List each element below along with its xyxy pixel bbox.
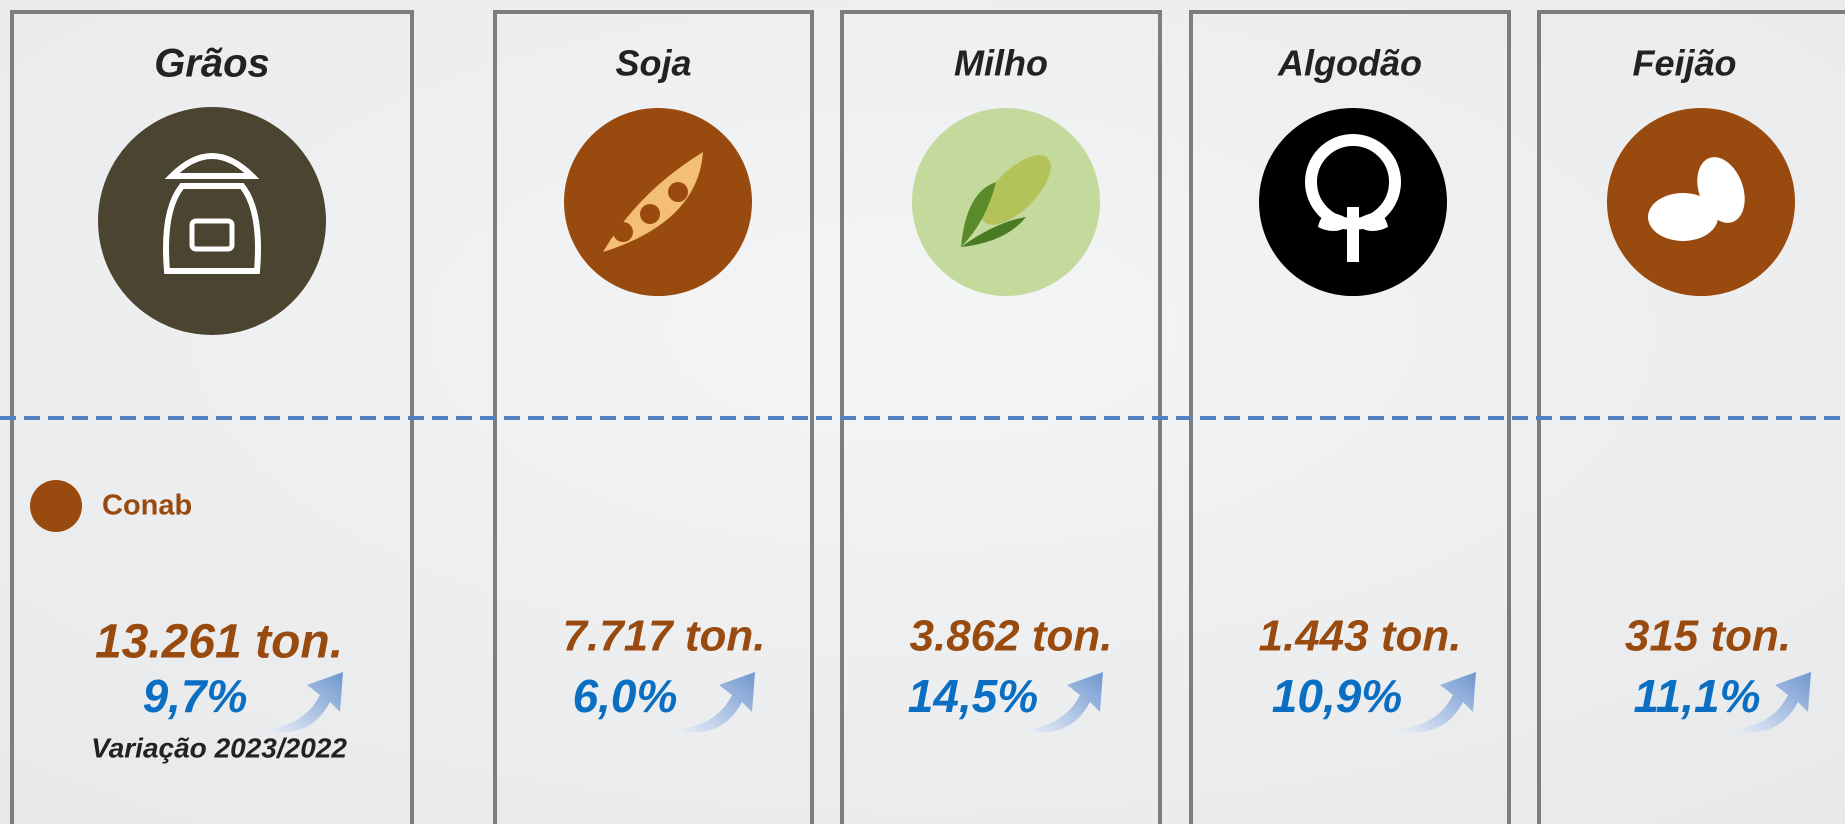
icon xyxy=(613,222,633,242)
icon xyxy=(668,182,688,202)
production-value: 315 ton. xyxy=(1625,612,1791,661)
trend-arrow xyxy=(677,672,755,733)
panel-title: Feijão xyxy=(1632,43,1736,84)
icon xyxy=(1648,193,1718,241)
icon xyxy=(164,153,260,179)
production-value: 3.862 ton. xyxy=(910,612,1113,661)
production-value: 7.717 ton. xyxy=(563,612,766,661)
icon xyxy=(961,182,996,247)
panels: Grãos 13.261 ton.9,7% Soja 7.717 ton. 6,0% Mi… xyxy=(10,10,1845,824)
trend-arrow xyxy=(1733,672,1811,733)
panel-title: Soja xyxy=(615,43,691,84)
legend-label: Conab xyxy=(102,490,192,522)
panel-frame xyxy=(493,10,814,824)
icon xyxy=(981,155,1051,225)
panel-frame xyxy=(1537,10,1845,824)
icon xyxy=(1697,157,1745,223)
panel: Milho 3.862 ton. 14,5% xyxy=(840,10,1162,824)
panel: Grãos 13.261 ton.9,7% xyxy=(10,10,414,824)
icon xyxy=(163,183,261,274)
production-value: 1.443 ton. xyxy=(1259,612,1462,661)
footnote: Variação 2023/2022 xyxy=(91,732,347,763)
legend-dot xyxy=(30,480,82,532)
change-value: 6,0% xyxy=(573,670,678,722)
icon xyxy=(189,218,235,252)
icon xyxy=(640,204,660,224)
panel-title: Algodão xyxy=(1277,43,1422,84)
panel-frame xyxy=(1189,10,1511,824)
change-value: 10,9% xyxy=(1272,670,1402,722)
panel-frame xyxy=(840,10,1162,824)
panel-frame xyxy=(10,10,414,824)
change-value: 11,1% xyxy=(1633,670,1760,722)
production-value: 13.261 ton. xyxy=(95,616,343,669)
panel: Feijão 315 ton. 11,1% xyxy=(1537,10,1845,824)
panel-title: Grãos xyxy=(154,42,270,86)
trend-arrow xyxy=(1025,672,1103,733)
icon xyxy=(1347,207,1359,262)
trend-arrow xyxy=(265,672,343,733)
change-value: 9,7% xyxy=(143,670,248,722)
trend-arrow xyxy=(1398,672,1476,733)
icon xyxy=(1318,213,1388,231)
icon xyxy=(961,217,1026,247)
panel: Soja 7.717 ton. 6,0% xyxy=(493,10,814,824)
icon-circle xyxy=(1259,108,1447,296)
panel-title: Milho xyxy=(954,43,1048,84)
change-value: 14,5% xyxy=(908,670,1038,722)
panel: Algodão 1.443 ton. 10,9% xyxy=(1189,10,1511,824)
